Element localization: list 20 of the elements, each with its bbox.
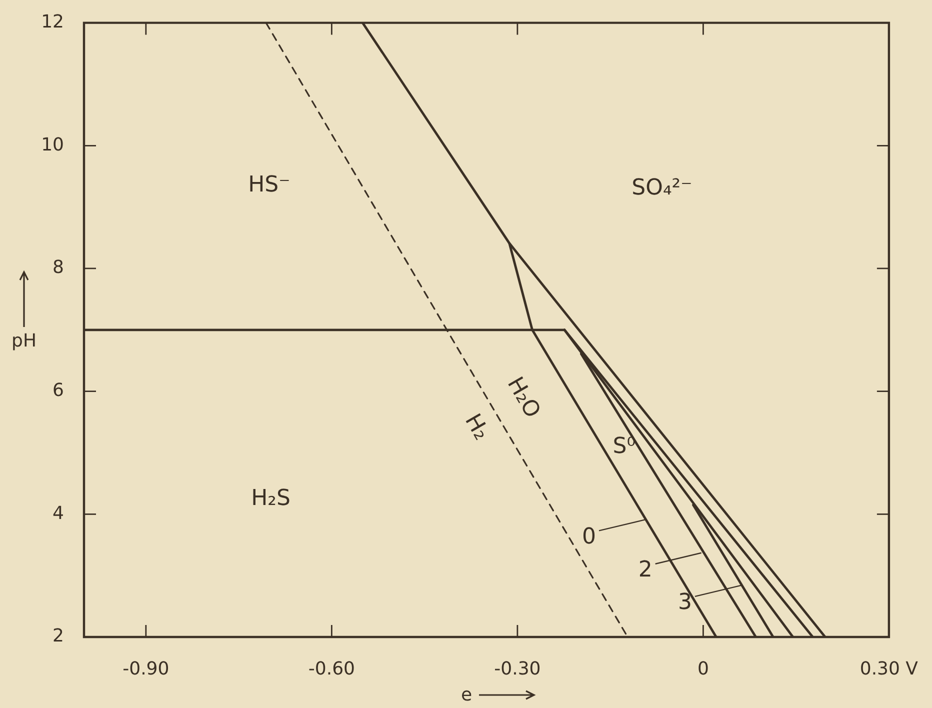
y-tick-label: 2 — [52, 626, 64, 647]
y-axis-title: pH — [12, 330, 36, 352]
y-tick-label: 8 — [52, 257, 64, 278]
x-tick-label: -0.60 — [308, 658, 355, 680]
x-tick-label: -0.90 — [122, 658, 170, 680]
annotation: 3 — [678, 590, 692, 616]
x-tick-label: -0.30 — [494, 658, 541, 680]
annotation: H₂ — [460, 410, 494, 444]
x-axis-title: e — [460, 684, 472, 706]
y-tick-label: 6 — [52, 380, 64, 401]
y-tick-label: 12 — [41, 11, 64, 32]
x-tick-label: 0 — [697, 658, 709, 680]
y-tick-label: 10 — [41, 134, 64, 156]
annotation: 2 — [638, 558, 652, 583]
y-tick-label: 4 — [52, 502, 64, 524]
x-tick-label: 0.30 V — [860, 658, 919, 680]
annotation: H₂S — [251, 486, 290, 512]
annotation: 0 — [582, 524, 596, 550]
annotation: SO₄²⁻ — [632, 175, 692, 200]
annotation: HS⁻ — [248, 172, 290, 198]
